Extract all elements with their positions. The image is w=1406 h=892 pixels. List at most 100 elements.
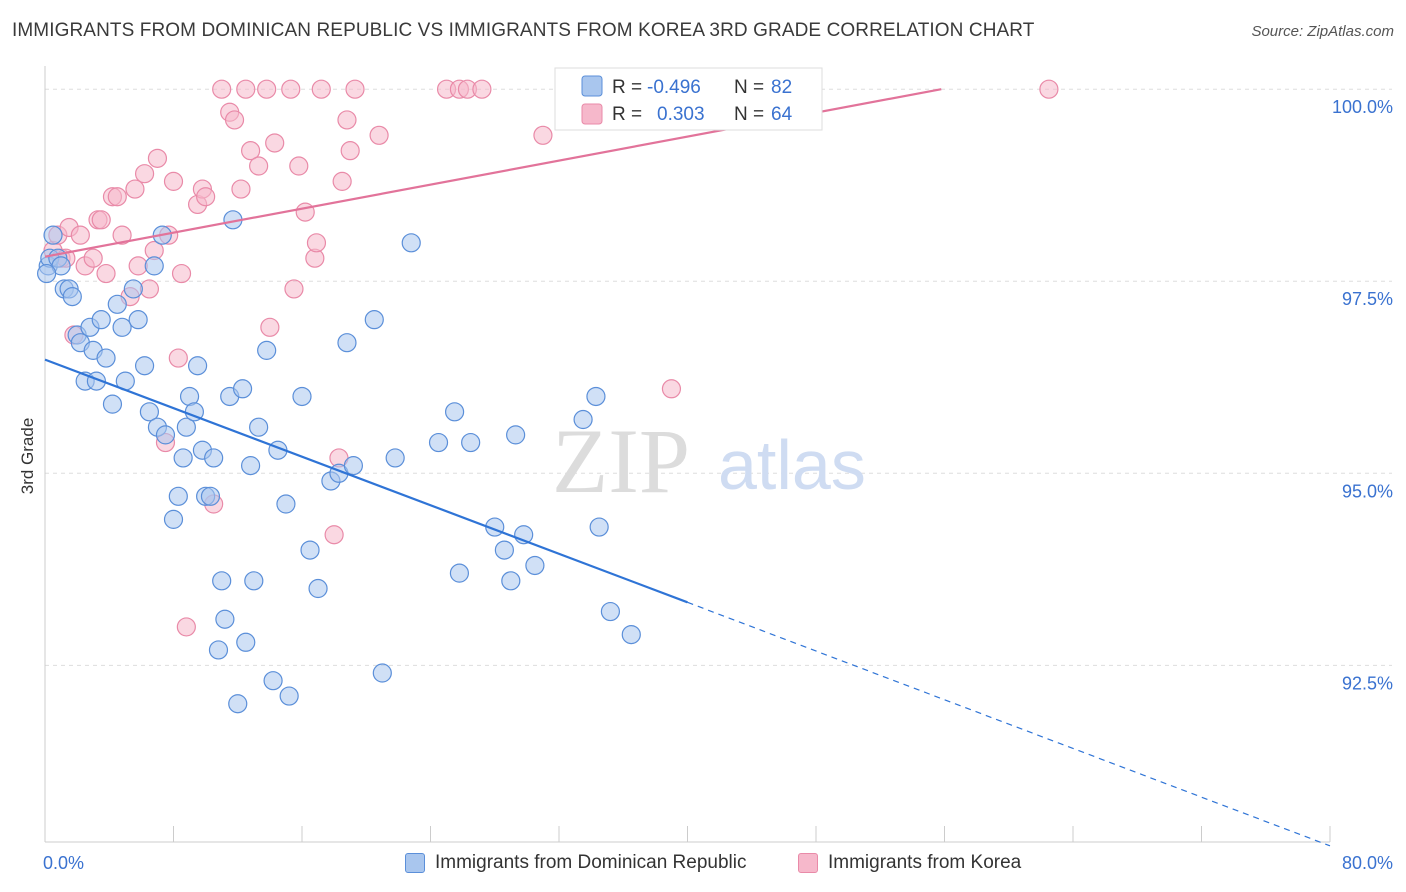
korea-point (125, 179, 145, 199)
dominican-point (96, 348, 116, 368)
dominican-point (128, 310, 148, 330)
dominican-point (123, 279, 143, 299)
dominican-point (621, 624, 641, 645)
dominican-point (279, 686, 299, 706)
legend-n-value-1: 82 (771, 77, 792, 98)
series-korea-points (43, 79, 1059, 637)
korea-point (96, 263, 116, 284)
dominican-point (589, 517, 609, 537)
korea-point (241, 141, 261, 161)
legend-n-label-1: N = (734, 77, 764, 98)
dominican-point (401, 233, 421, 253)
x-tick-label-min: 0.0% (43, 853, 84, 873)
dominican-point (300, 540, 320, 560)
korea-point (369, 125, 389, 145)
korea-point (324, 525, 344, 545)
korea-point (134, 164, 155, 184)
legend-label-korea: Immigrants from Korea (828, 852, 1022, 873)
dominican-point (228, 694, 248, 714)
legend-swatch-pink (581, 103, 603, 125)
dominican-point (501, 571, 521, 591)
korea-point (231, 179, 251, 199)
dominican-point (461, 432, 481, 453)
korea-point (168, 348, 188, 368)
dominican-point (249, 417, 269, 437)
legend-swatch-korea (798, 853, 818, 873)
dominican-point (494, 540, 514, 560)
chart-title: IMMIGRANTS FROM DOMINICAN REPUBLIC VS IM… (12, 20, 1035, 41)
dominican-point (139, 402, 160, 422)
korea-point (345, 79, 365, 99)
legend-item-dominican: Immigrants from Dominican Republic (405, 852, 747, 874)
dominican-point (112, 317, 132, 337)
stats-legend: R = -0.496 N = 82 R = 0.303 N = 64 (554, 67, 823, 131)
y-tick-label: 92.5% (1342, 673, 1393, 693)
legend-label-dominican: Immigrants from Dominican Republic (435, 852, 747, 873)
dominican-point (200, 486, 221, 506)
korea-point (472, 79, 492, 99)
dominican-point (343, 456, 363, 476)
korea-point (224, 110, 245, 130)
korea-point (533, 125, 553, 145)
dominican-point (107, 294, 127, 314)
legend-swatch-blue (581, 75, 603, 97)
korea-point (1039, 79, 1059, 99)
korea-point (128, 256, 148, 276)
dominican-point (257, 340, 277, 360)
y-axis-label: 3rd Grade (18, 418, 37, 495)
axes (44, 66, 1331, 843)
korea-point (176, 617, 196, 637)
dominican-point (241, 456, 261, 476)
korea-point (107, 187, 127, 207)
korea-point (163, 171, 184, 191)
dominican-point (308, 578, 328, 599)
dominican-point (525, 555, 545, 576)
dominican-point (176, 417, 196, 437)
legend-item-korea: Immigrants from Korea (798, 852, 1021, 874)
korea-point (306, 233, 327, 253)
korea-point (249, 156, 269, 176)
korea-point (70, 225, 90, 245)
dominican-point (236, 632, 256, 652)
dominican-point (428, 432, 449, 453)
dominican-point (444, 402, 465, 422)
korea-point (257, 79, 277, 99)
korea-point (171, 263, 192, 284)
dominican-point (102, 394, 123, 414)
dominican-point (215, 609, 235, 629)
legend-r-value-2: 0.303 (657, 104, 705, 125)
dominican-trend-line (44, 358, 688, 604)
dominican-point (62, 287, 82, 307)
legend-r-label-2: R = (612, 104, 642, 125)
watermark-atlas: atlas (718, 426, 866, 504)
korea-point (332, 171, 352, 191)
korea-point (139, 279, 160, 299)
dominican-point (187, 356, 208, 376)
dominican-point (372, 663, 392, 683)
korea-point (661, 379, 682, 399)
dominican-point (204, 448, 224, 468)
watermark-zip: ZIP (552, 410, 690, 512)
x-tick-label-max: 80.0% (1342, 853, 1393, 873)
dominican-point (263, 671, 283, 691)
dominican-point (573, 409, 593, 430)
dominican-point (244, 571, 264, 591)
dominican-point (134, 356, 155, 376)
dominican-point (449, 563, 470, 583)
dominican-point (364, 310, 384, 330)
korea-point (83, 248, 103, 268)
dominican-point (337, 333, 357, 353)
y-tick-label: 95.0% (1342, 481, 1393, 501)
dominican-point (173, 448, 193, 468)
korea-point (311, 79, 331, 99)
legend-swatch-dominican (405, 853, 425, 873)
tick-labels: 92.5% 95.0% 97.5% 100.0% 0.0% 80.0% (43, 97, 1393, 873)
dominican-point (586, 386, 606, 407)
dominican-point (208, 640, 229, 660)
dominican-point (155, 425, 176, 445)
y-tick-label: 97.5% (1342, 289, 1393, 309)
dominican-point (385, 448, 405, 468)
source-credit: Source: ZipAtlas.com (1251, 23, 1394, 40)
dominican-point (232, 379, 253, 399)
series-dominican-points (37, 210, 641, 714)
